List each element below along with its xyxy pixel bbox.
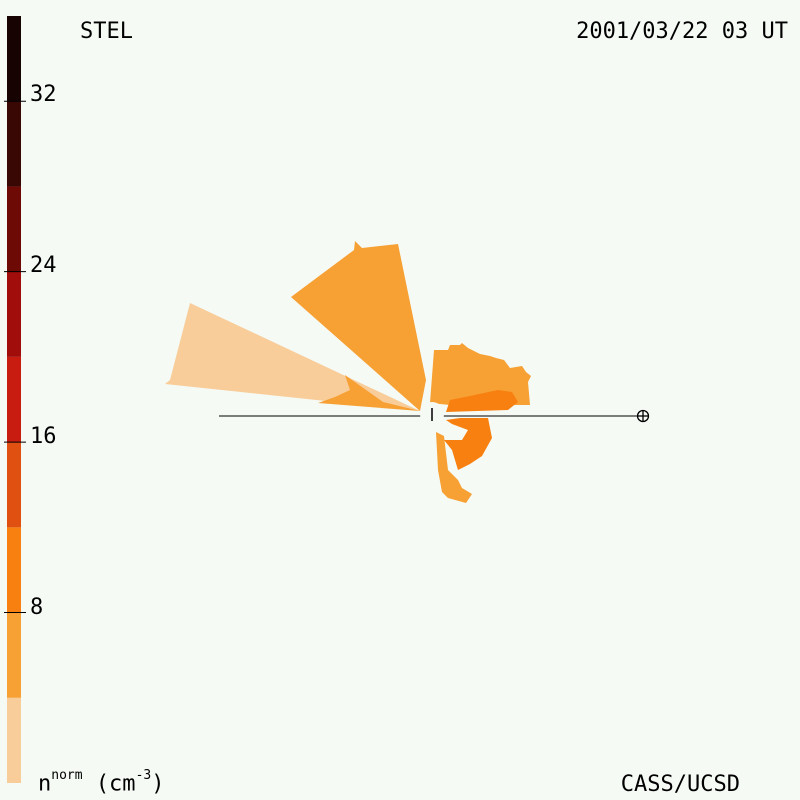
sector-light-w-inner bbox=[318, 375, 420, 411]
colorbar-segment bbox=[7, 186, 21, 272]
observatory-label: STEL bbox=[80, 19, 133, 44]
sector-light-nw bbox=[291, 241, 426, 411]
quantity-base: n bbox=[38, 771, 52, 797]
colorbar-segment bbox=[7, 271, 21, 357]
colorbar-tick-label: 16 bbox=[30, 424, 57, 449]
colorbar-segment bbox=[7, 16, 21, 102]
colorbar-tick-label: 24 bbox=[30, 253, 57, 278]
colorbar-segment bbox=[7, 697, 21, 783]
sector-mid-se bbox=[444, 418, 492, 470]
colorbar-segment bbox=[7, 442, 21, 528]
unit-suffix: ) bbox=[151, 771, 165, 797]
colorbar-segment bbox=[7, 612, 21, 698]
sector-light-ne bbox=[430, 343, 531, 405]
colorbar-segment bbox=[7, 527, 21, 613]
colorbar-quantity-label: nnorm (cm-3) bbox=[38, 769, 165, 797]
sector-mid-e bbox=[446, 390, 518, 412]
timestamp-label: 2001/03/22 03 UT bbox=[576, 19, 788, 44]
colorbar-segment bbox=[7, 356, 21, 443]
unit-prefix: (cm bbox=[95, 771, 136, 797]
colorbar-segment bbox=[7, 101, 21, 187]
colorbar-tick-label: 8 bbox=[30, 595, 44, 620]
colorbar-tick-label: 32 bbox=[30, 82, 57, 107]
unit-superscript: -3 bbox=[135, 768, 152, 783]
earth-symbol bbox=[636, 409, 650, 423]
density-sectors bbox=[165, 241, 531, 503]
quantity-superscript: norm bbox=[51, 768, 83, 783]
sector-light-s bbox=[436, 432, 472, 503]
credit-label: CASS/UCSD bbox=[620, 772, 740, 797]
